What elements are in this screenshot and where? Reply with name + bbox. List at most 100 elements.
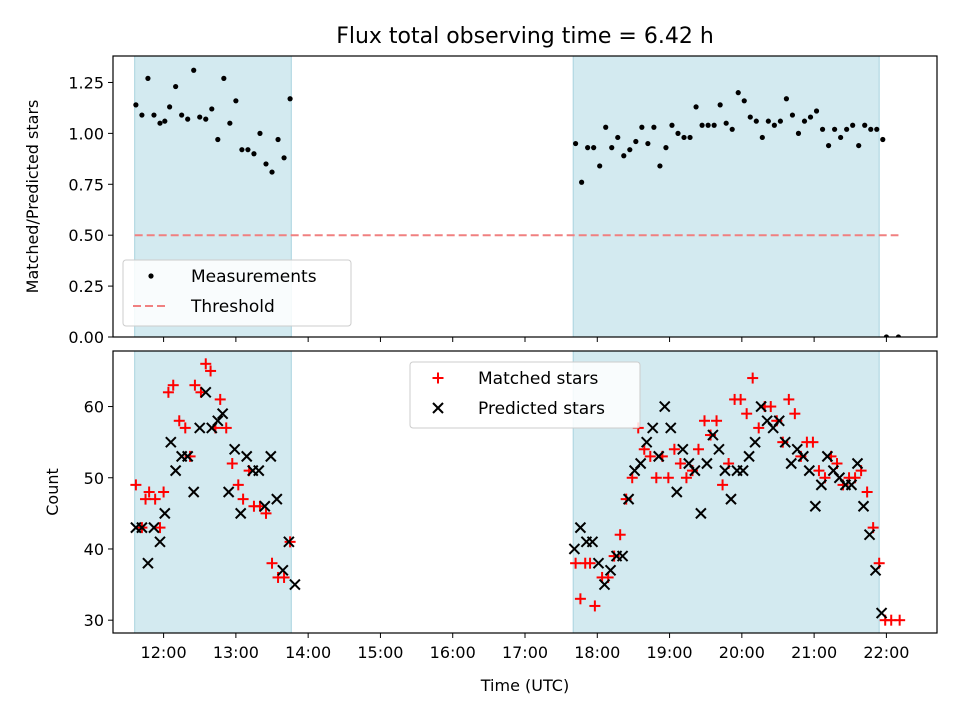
matched-stars-point: [692, 443, 704, 455]
measurement-point: [717, 102, 723, 108]
predicted-stars-point-b: [592, 557, 605, 569]
matched-stars-point: [140, 493, 152, 505]
measurement-point: [711, 122, 717, 128]
bottom-series-x: [130, 386, 888, 619]
bottom-legend-label: Matched stars: [478, 369, 598, 389]
matched-stars-point: [668, 443, 680, 455]
measurement-point: [723, 120, 729, 126]
predicted-stars-point: [228, 443, 241, 455]
bottom-legend-label: Predicted stars: [478, 399, 605, 419]
predicted-stars-point-b: [737, 464, 749, 477]
bottom-xlabel: Time (UTC): [480, 676, 569, 695]
predicted-stars-point: [785, 457, 797, 470]
measurement-point: [591, 145, 597, 151]
predicted-stars-point-b: [755, 400, 767, 413]
predicted-stars-point-b: [713, 443, 725, 455]
bottom-ylabel: Count: [43, 468, 62, 516]
matched-stars-point: [662, 472, 674, 484]
bottom-ytick-label: 30: [84, 611, 104, 630]
bottom-xtick-label: 14:00: [285, 643, 331, 662]
predicted-stars-point-b: [188, 486, 200, 498]
measurement-point: [585, 145, 591, 151]
bottom-xtick-label: 15:00: [357, 643, 403, 662]
measurement-point: [209, 106, 215, 112]
predicted-stars-point: [222, 486, 235, 498]
measurement-point: [572, 140, 579, 147]
bottom-xtick-label: 17:00: [502, 643, 548, 662]
predicted-stars-point-b: [695, 507, 707, 520]
predicted-stars-point-b: [271, 493, 283, 505]
bottom-ytick-label: 50: [84, 469, 104, 488]
predicted-stars-point-b: [289, 578, 301, 591]
predicted-stars-point: [216, 407, 229, 420]
matched-stars-point: [149, 493, 161, 505]
matched-stars-point: [644, 450, 656, 462]
measurement-point: [777, 118, 783, 124]
predicted-stars-point-b: [851, 457, 864, 470]
top-legend-box: [122, 259, 352, 327]
ratio-panel: 0.00 0.25 0.50 0.75 1.00 1.25 Matched/Predicte…: [23, 55, 938, 347]
predicted-stars-point: [634, 457, 647, 470]
matched-stars-point: [130, 479, 142, 491]
measurement-point: [615, 134, 621, 141]
top-legend-label: Threshold: [190, 297, 275, 317]
measurement-point: [883, 334, 890, 337]
predicted-stars-point: [154, 536, 166, 548]
predicted-stars-point: [863, 529, 876, 541]
predicted-stars-point-b: [683, 457, 695, 470]
measurement-point: [251, 151, 257, 157]
predicted-stars-point: [821, 450, 834, 463]
measurement-point: [825, 142, 832, 149]
measurement-point: [148, 273, 154, 279]
predicted-stars-point-b: [640, 436, 653, 448]
predicted-stars-point: [574, 521, 587, 534]
predicted-stars-point-b: [259, 500, 271, 512]
predicted-stars-point-b: [719, 464, 731, 477]
predicted-stars-point-b: [773, 415, 785, 427]
predicted-stars-point-b: [634, 457, 647, 470]
matched-stars-point: [570, 557, 582, 569]
matched-stars-point: [711, 415, 723, 427]
matched-stars-point: [747, 372, 759, 384]
measurement-point: [895, 334, 902, 337]
predicted-stars-point: [136, 521, 148, 534]
predicted-stars-point-b: [432, 402, 444, 414]
measurement-point: [844, 126, 850, 132]
measurement-point: [741, 98, 747, 104]
predicted-stars-point: [253, 464, 265, 477]
matched-stars-point: [278, 571, 290, 583]
matched-stars-point: [154, 522, 166, 534]
matched-stars-point: [189, 379, 201, 391]
predicted-stars-point: [598, 578, 611, 591]
measurement-point: [151, 112, 157, 118]
predicted-stars-point: [604, 564, 617, 577]
measurement-point: [603, 124, 609, 130]
predicted-stars-point-b: [277, 564, 289, 577]
measurement-point: [819, 126, 826, 132]
predicted-stars-point-b: [265, 450, 277, 463]
predicted-stars-point-b: [646, 422, 659, 434]
bottom-xtick-label: 13:00: [213, 643, 259, 662]
observing-window-2: [572, 56, 880, 337]
predicted-stars-point-b: [616, 550, 629, 562]
matched-stars-point: [232, 479, 244, 491]
measurement-point: [227, 120, 233, 126]
predicted-stars-point: [241, 450, 253, 463]
predicted-stars-point: [640, 436, 653, 448]
predicted-stars-point-b: [845, 479, 858, 491]
measurement-point: [203, 116, 209, 122]
predicted-stars-point: [194, 422, 206, 434]
predicted-stars-point-b: [604, 564, 617, 577]
measurement-point: [257, 130, 263, 136]
bottom-xtick-label: 18:00: [574, 643, 620, 662]
measurement-point: [197, 114, 203, 120]
matched-stars-point: [861, 486, 873, 498]
matched-stars-point: [143, 486, 155, 498]
predicted-stars-point-b: [200, 386, 212, 399]
bottom-xtick-label: 20:00: [719, 643, 765, 662]
measurement-point: [663, 145, 669, 151]
predicted-stars-point: [797, 450, 809, 463]
top-ylabel: Matched/Predicted stars: [23, 100, 42, 294]
matched-stars-point: [753, 422, 765, 434]
